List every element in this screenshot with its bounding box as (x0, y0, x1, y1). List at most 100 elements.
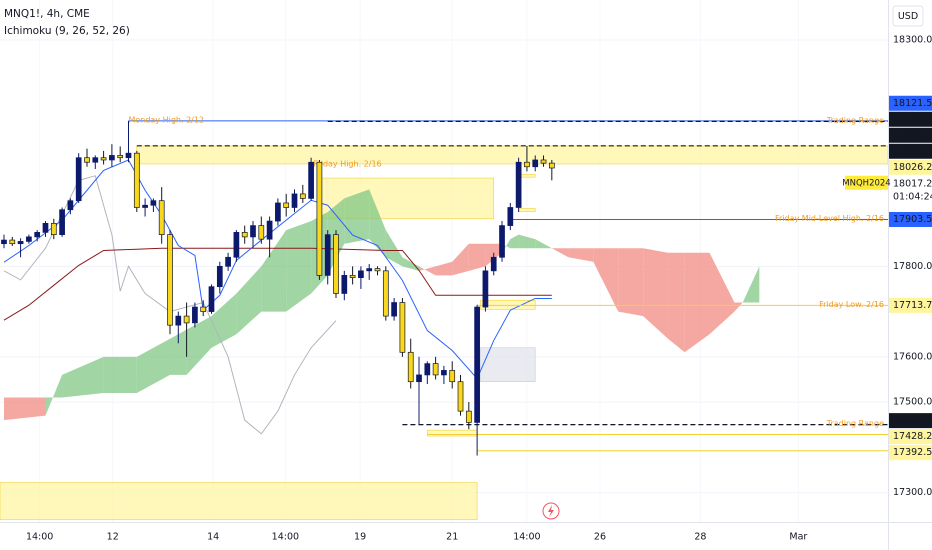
candle-body (175, 315, 182, 326)
candle-body (26, 236, 32, 242)
x-tick-label: 21 (446, 532, 458, 543)
icon-bolt (548, 505, 554, 517)
candle-body (1, 239, 7, 245)
candle-body (92, 157, 99, 163)
candle-body (482, 270, 489, 308)
indicator-line (3, 247, 552, 321)
cloud-segment (385, 230, 403, 267)
y-tick-label: 18300.00 (893, 35, 932, 46)
candle-body (216, 265, 223, 288)
candle-body (416, 374, 422, 383)
candle-body (490, 256, 497, 272)
price-label-box (889, 297, 932, 313)
y-tick-label: 17500.00 (893, 397, 932, 408)
zone (518, 208, 536, 212)
candle-body (299, 193, 306, 199)
price-label-box (889, 445, 932, 461)
candle-body (183, 315, 190, 324)
candle-body (34, 232, 41, 238)
y-tick-label: 17800.00 (893, 261, 932, 272)
candle-body (474, 306, 480, 423)
candle-body (324, 234, 331, 276)
cloud-segment (369, 189, 386, 258)
cloud-segment (518, 234, 536, 249)
candle-body (291, 193, 298, 208)
cloud-segment (435, 261, 453, 276)
cloud-segment (535, 239, 552, 249)
candle-body (441, 370, 447, 376)
cloud-segment (186, 316, 212, 375)
plot-area: Friday High. 2/16 Monday High. 2/12 Tradin… (0, 39, 889, 521)
candle-body (316, 161, 323, 276)
currency-box[interactable] (892, 5, 924, 27)
x-tick-label: 14:00 (513, 532, 540, 543)
cloud-segment (286, 221, 312, 312)
candle-body (142, 204, 148, 208)
replay-icon[interactable] (542, 502, 560, 520)
candle-body (158, 200, 165, 235)
price-label: 18026.25 (893, 162, 932, 173)
x-tick-label: 14:00 (26, 532, 53, 543)
cloud-segment (734, 302, 743, 312)
countdown: 01:04:24 (893, 191, 932, 202)
candle-body (532, 159, 539, 168)
price-label: 17713.75 (893, 300, 932, 311)
currency: USD (898, 11, 918, 22)
cloud-segment (568, 248, 594, 262)
candle-body (42, 222, 49, 233)
cloud-segment (668, 252, 685, 353)
cloud-segment (136, 338, 170, 394)
price-label: 18121.50 (893, 98, 932, 109)
candle-body (208, 286, 215, 312)
candle-body (9, 239, 16, 245)
cloud-segment (709, 252, 735, 335)
candle-body (283, 202, 290, 208)
price-label: 18120.25 (893, 114, 932, 125)
candle-body (382, 270, 389, 317)
y-tick-label: 17300.00 (893, 487, 932, 498)
x-tick-label: 28 (694, 532, 706, 543)
cloud-segment (742, 266, 760, 303)
candle-body (200, 306, 207, 312)
candle-body (133, 152, 140, 208)
candle-body (515, 161, 522, 208)
zone (480, 299, 536, 310)
cloud-segment (510, 234, 519, 249)
last-price-box (889, 175, 932, 204)
x-tick-label: 19 (354, 532, 366, 543)
price-label: 17450.25 (893, 415, 932, 426)
candle-body (75, 157, 82, 202)
cloud-segment (468, 243, 486, 271)
zone (136, 145, 889, 165)
price-label: 17392.50 (893, 447, 932, 458)
candle-body (233, 232, 240, 258)
candle-body (548, 162, 555, 169)
cloud-segment (419, 266, 436, 276)
candle-body (424, 363, 431, 376)
last-price: 18017.25 (893, 178, 932, 189)
cloud-segment (452, 243, 469, 276)
price-label-box (889, 211, 932, 227)
cloud-segment (344, 189, 370, 244)
cloud-segment (45, 374, 63, 416)
cloud-segment (551, 248, 569, 258)
price-label: 18066.25 (893, 130, 932, 141)
candle-body (457, 381, 464, 412)
candle-body (524, 161, 530, 168)
candle-body (333, 234, 339, 294)
candle-body (17, 241, 24, 245)
candle-body (59, 209, 65, 235)
price-label-box (889, 111, 932, 127)
x-tick-label: 14 (207, 532, 219, 543)
candle-body (150, 200, 157, 206)
symbol-label: MNQH2024 (842, 178, 890, 188)
candle-body (67, 200, 74, 211)
zone (480, 347, 536, 383)
candle-body (465, 410, 472, 423)
price-label: 18065.75 (893, 146, 932, 157)
level-label: Friday Low. 2/16 (819, 300, 884, 309)
cloud-segment (593, 248, 619, 312)
candle-body (449, 370, 456, 383)
candle-body (50, 222, 57, 235)
